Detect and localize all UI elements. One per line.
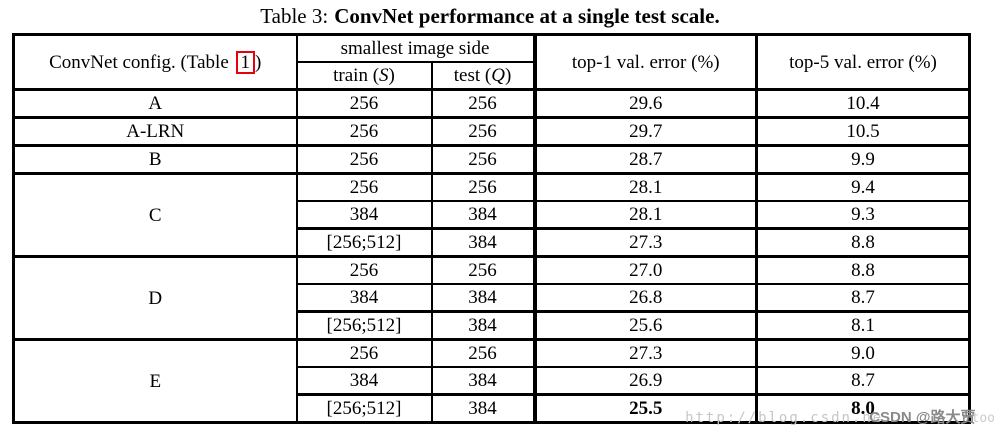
cell-top1: 26.8 bbox=[532, 284, 757, 313]
table-row: A 256 256 29.6 10.4 bbox=[13, 89, 970, 119]
cell-top5: 9.4 bbox=[755, 173, 970, 202]
cell-test: 384 bbox=[430, 201, 535, 230]
cell-top5: 9.3 bbox=[755, 201, 970, 230]
watermark-tail: too bbox=[971, 411, 995, 426]
header-train-s: train (S) bbox=[295, 62, 432, 91]
table-row: C 256 256 28.1 9.4 bbox=[13, 173, 970, 258]
header-config-text: ConvNet config. (Table bbox=[49, 51, 234, 73]
table-caption-label: Table 3: bbox=[260, 4, 329, 28]
cell-train: 256 bbox=[295, 339, 432, 368]
header-smallest-image-side: smallest image side bbox=[295, 34, 535, 63]
cell-top5: 10.4 bbox=[755, 89, 970, 119]
cell-train: 256 bbox=[295, 145, 432, 175]
table-row: 384 384 28.1 9.3 bbox=[14, 201, 970, 230]
header-top5-error: top-5 val. error (%) bbox=[755, 34, 970, 91]
math-var-S: S bbox=[379, 65, 389, 86]
header-config-close: ) bbox=[255, 51, 262, 73]
cell-top1: 28.7 bbox=[532, 145, 757, 175]
cell-top5: 8.8 bbox=[755, 256, 970, 285]
cell-train: 256 bbox=[295, 89, 432, 119]
cell-test: 256 bbox=[430, 89, 535, 119]
cell-train: 384 bbox=[295, 284, 432, 313]
cell-top5: 9.0 bbox=[755, 339, 970, 368]
cell-top5: 8.1 bbox=[755, 311, 970, 341]
table-row: E 256 256 27.3 9.0 bbox=[14, 339, 970, 392]
header-row-2: train (S) test (Q) bbox=[14, 62, 970, 91]
cell-test: 384 bbox=[430, 311, 535, 341]
cell-top1-best: 25.5 bbox=[532, 394, 757, 423]
header-top1-error: top-1 val. error (%) bbox=[532, 34, 757, 91]
cell-top1: 28.1 bbox=[532, 201, 757, 230]
table-row: [256;512] 384 27.3 8.8 bbox=[14, 228, 970, 258]
table-row: B 256 256 28.7 9.9 bbox=[13, 145, 970, 175]
cell-top1: 29.7 bbox=[532, 117, 757, 147]
header-test-q: test (Q) bbox=[430, 62, 535, 91]
cell-top5-best: 8.0 bbox=[755, 394, 970, 423]
cell-top5: 8.7 bbox=[755, 367, 970, 396]
config-label-A-LRN: A-LRN bbox=[13, 117, 297, 147]
math-var-Q: Q bbox=[491, 65, 505, 86]
cell-top5: 8.8 bbox=[755, 228, 970, 258]
cell-top5: 9.9 bbox=[755, 145, 970, 175]
cell-test: 384 bbox=[430, 228, 535, 258]
header-row-1: ConvNet config. (Table 1) smallest image… bbox=[13, 34, 970, 91]
cell-top1: 29.6 bbox=[532, 89, 757, 119]
table-row: [256;512] 384 25.5 8.0 bbox=[14, 394, 970, 423]
cell-test: 256 bbox=[430, 256, 535, 285]
cell-top5: 10.5 bbox=[755, 117, 970, 147]
table-caption: Table 3: ConvNet performance at a single … bbox=[12, 3, 968, 30]
cell-train: [256;512] bbox=[295, 394, 432, 423]
config-label-C: C bbox=[13, 173, 297, 258]
cell-top1: 28.1 bbox=[532, 173, 757, 202]
config-label-E: E bbox=[149, 370, 162, 392]
cell-test: 256 bbox=[430, 339, 535, 368]
cell-top5: 8.7 bbox=[755, 284, 970, 313]
config-label-D: D bbox=[13, 256, 297, 341]
cell-top1: 27.0 bbox=[532, 256, 757, 285]
cell-train: 384 bbox=[295, 201, 432, 230]
config-label-B: B bbox=[13, 145, 297, 175]
config-label-A: A bbox=[13, 89, 297, 119]
table-row: 384 384 26.9 8.7 bbox=[14, 367, 970, 396]
cell-top1: 27.3 bbox=[532, 228, 757, 258]
cell-train: 384 bbox=[295, 367, 432, 396]
cell-train: 256 bbox=[295, 173, 432, 202]
cell-test: 384 bbox=[430, 394, 535, 423]
table-row: A-LRN 256 256 29.7 10.5 bbox=[13, 117, 970, 147]
cell-test: 256 bbox=[430, 173, 535, 202]
table-1-citation-link[interactable]: 1 bbox=[235, 50, 256, 74]
cell-train: [256;512] bbox=[295, 311, 432, 341]
table-row: 384 384 26.8 8.7 bbox=[14, 284, 970, 313]
cell-top1: 27.3 bbox=[532, 339, 757, 368]
table-caption-text: ConvNet performance at a single test sca… bbox=[334, 4, 720, 28]
cell-train: 256 bbox=[295, 117, 432, 147]
table-row: D 256 256 27.0 8.8 bbox=[13, 256, 970, 341]
cell-test: 384 bbox=[430, 284, 535, 313]
cell-top1: 26.9 bbox=[532, 367, 757, 396]
cell-test: 256 bbox=[430, 145, 535, 175]
table-row: [256;512] 384 25.6 8.1 bbox=[14, 311, 970, 341]
cell-test: 384 bbox=[430, 367, 535, 396]
header-config: ConvNet config. (Table 1) bbox=[13, 34, 297, 91]
results-table: ConvNet config. (Table 1) smallest image… bbox=[12, 33, 971, 424]
cell-train: [256;512] bbox=[295, 228, 432, 258]
cell-test: 256 bbox=[430, 117, 535, 147]
cell-top1: 25.6 bbox=[532, 311, 757, 341]
cell-train: 256 bbox=[295, 256, 432, 285]
